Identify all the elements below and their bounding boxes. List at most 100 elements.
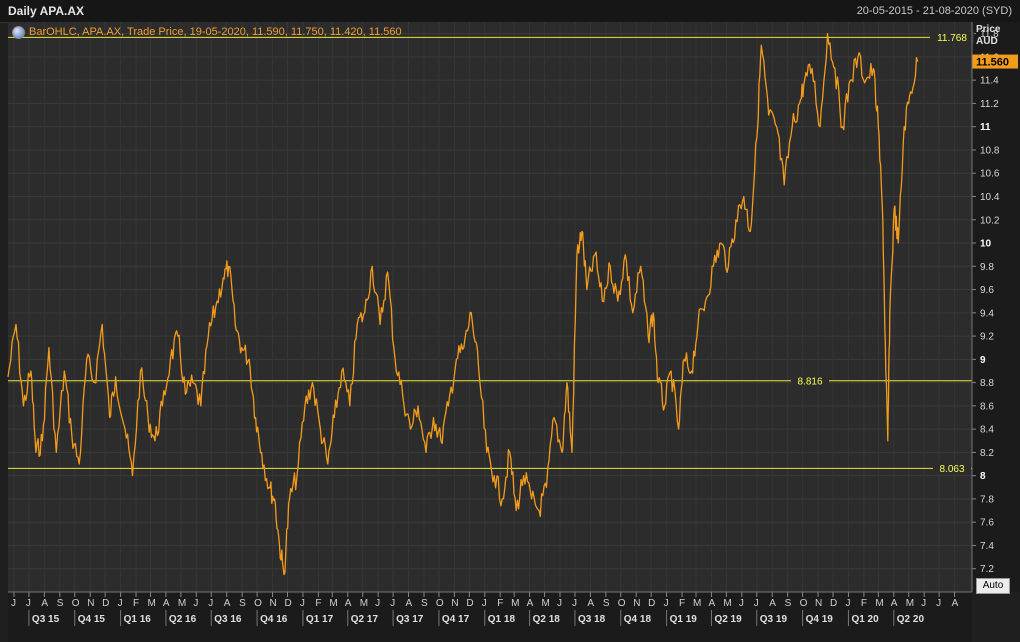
y-tick-label: 10 (980, 239, 992, 250)
month-label: M (511, 598, 519, 609)
time-axis-panel[interactable] (8, 592, 972, 642)
month-label: O (254, 598, 262, 609)
month-label: O (436, 598, 444, 609)
month-label: D (648, 598, 655, 609)
y-tick-label: 8 (980, 471, 986, 482)
y-tick-label: 8.2 (980, 448, 994, 459)
y-tick-label: 8.4 (980, 425, 994, 436)
quarter-label: Q4 18 (624, 614, 652, 625)
month-label: N (815, 598, 822, 609)
month-label: A (527, 598, 534, 609)
month-label: J (26, 598, 31, 609)
month-label: O (618, 598, 626, 609)
month-label: J (557, 598, 562, 609)
series-legend[interactable]: BarOHLC, APA.AX, Trade Price, 19-05-2020… (12, 24, 402, 40)
month-label: N (633, 598, 640, 609)
month-label: J (921, 598, 926, 609)
month-label: M (329, 598, 337, 609)
y-tick-label: 9 (980, 355, 986, 366)
quarter-label: Q3 19 (760, 614, 788, 625)
reference-label: 8.816 (797, 376, 822, 387)
quarter-label: Q3 17 (396, 614, 424, 625)
quarter-label: Q2 17 (351, 614, 379, 625)
month-label: D (830, 598, 837, 609)
month-label: A (163, 598, 170, 609)
month-label: J (118, 598, 123, 609)
quarter-label: Q1 18 (488, 614, 516, 625)
auto-scale-button[interactable]: Auto (976, 578, 1010, 594)
month-label: J (664, 598, 669, 609)
y-tick-label: 7.4 (980, 541, 994, 552)
month-label: A (891, 598, 898, 609)
month-label: M (147, 598, 155, 609)
month-label: F (133, 598, 139, 609)
month-label: J (375, 598, 380, 609)
month-label: A (41, 598, 48, 609)
month-label: O (800, 598, 808, 609)
month-label: M (723, 598, 731, 609)
month-label: S (239, 598, 246, 609)
y-tick-label: 11.8 (980, 29, 999, 40)
month-label: S (57, 598, 64, 609)
quarter-label: Q1 20 (851, 614, 879, 625)
y-tick-label: 8.6 (980, 401, 994, 412)
month-label: D (466, 598, 473, 609)
quarter-label: Q1 19 (670, 614, 698, 625)
legend-text: BarOHLC, APA.AX, Trade Price, 19-05-2020… (29, 26, 402, 38)
month-label: F (497, 598, 503, 609)
month-label: M (178, 598, 186, 609)
globe-icon (12, 25, 25, 39)
y-tick-label: 9.6 (980, 285, 994, 296)
quarter-label: Q3 16 (214, 614, 242, 625)
y-tick-label: 7.8 (980, 494, 994, 505)
month-label: N (451, 598, 458, 609)
month-label: S (421, 598, 428, 609)
plot-area[interactable] (8, 22, 972, 592)
month-label: F (861, 598, 867, 609)
quarter-label: Q1 16 (124, 614, 152, 625)
y-tick-label: 7.6 (980, 518, 994, 529)
price-axis-panel[interactable] (972, 22, 1020, 592)
reference-label-bg (930, 31, 974, 44)
month-label: A (708, 598, 715, 609)
quarter-label: Q1 17 (306, 614, 334, 625)
month-label: J (208, 598, 213, 609)
month-label: J (936, 598, 941, 609)
month-label: N (87, 598, 94, 609)
quarter-label: Q3 18 (578, 614, 606, 625)
quarter-label: Q2 20 (897, 614, 925, 625)
y-tick-label: 10.8 (980, 145, 1000, 156)
month-label: A (345, 598, 352, 609)
price-axis-label: Price (976, 24, 1001, 35)
y-tick-label: 11.2 (980, 99, 999, 110)
month-label: A (587, 598, 594, 609)
month-label: M (875, 598, 883, 609)
quarter-label: Q2 18 (533, 614, 561, 625)
y-tick-label: 9.4 (980, 308, 994, 319)
month-label: J (300, 598, 305, 609)
month-label: M (906, 598, 914, 609)
month-label: A (406, 598, 413, 609)
y-tick-label: 9.8 (980, 262, 994, 273)
month-label: F (679, 598, 685, 609)
month-label: A (224, 598, 231, 609)
month-label: J (572, 598, 577, 609)
month-label: S (785, 598, 792, 609)
quarter-label: Q4 19 (806, 614, 834, 625)
chart-title: Daily APA.AX (8, 4, 85, 18)
month-label: D (284, 598, 291, 609)
y-tick-label: 11.4 (980, 76, 999, 87)
reference-label-bg (933, 462, 971, 475)
last-price-badge (972, 54, 1018, 69)
currency-axis-label: AUD (976, 36, 998, 47)
month-label: M (542, 598, 550, 609)
month-label: J (739, 598, 744, 609)
y-tick-label: 11 (980, 122, 991, 133)
reference-label: 11.768 (937, 33, 967, 44)
price-series-line (7, 32, 919, 576)
month-label: O (72, 598, 80, 609)
y-tick-label: 10.2 (980, 215, 1000, 226)
month-label: J (193, 598, 198, 609)
